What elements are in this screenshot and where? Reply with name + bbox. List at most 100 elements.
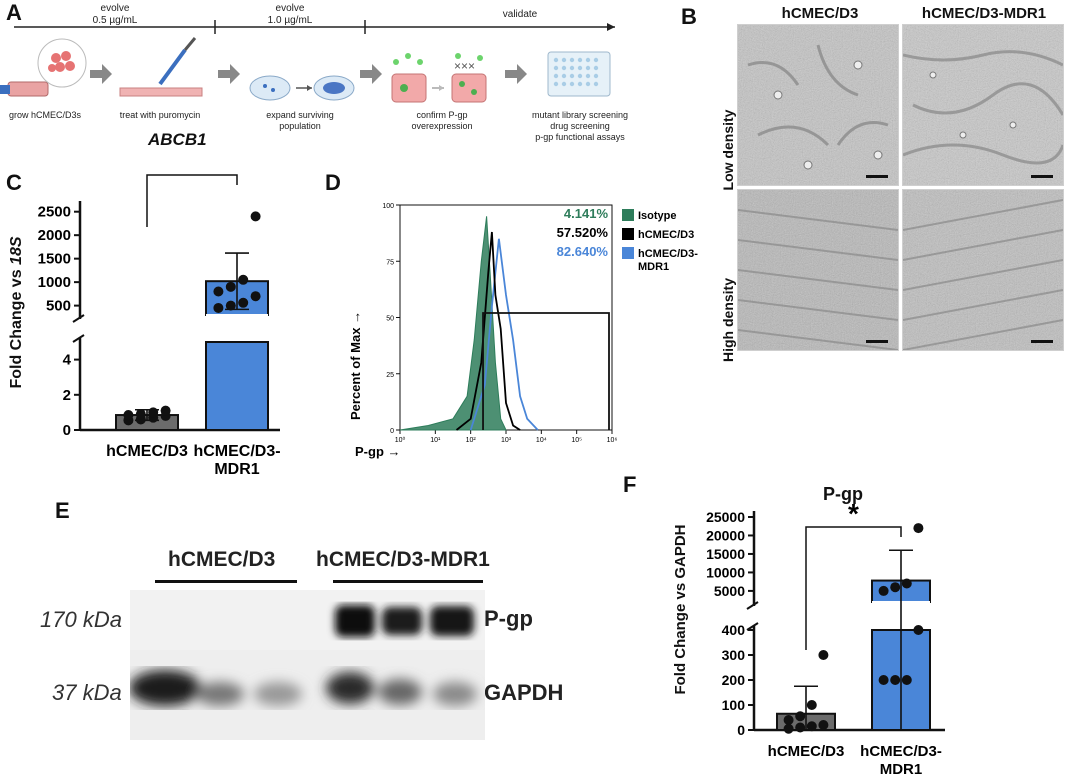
significance-marker: ***	[176, 165, 209, 177]
data-point	[913, 625, 924, 635]
step-caption-4: confirm P-gp overexpression	[411, 110, 473, 131]
y-tick-label: 300	[722, 647, 746, 663]
y-tick-label: 200	[722, 672, 746, 688]
data-point	[213, 286, 224, 297]
panel-label-a: A	[6, 0, 22, 25]
y-tick-label: 20000	[706, 527, 745, 543]
data-point	[818, 650, 829, 660]
y-tick-label: 75	[386, 259, 394, 266]
legend-label: Isotype	[638, 210, 677, 222]
gate	[482, 312, 610, 430]
band-name-gapdh: GAPDH	[484, 680, 564, 705]
y-tick-label: 1500	[38, 251, 71, 268]
column-header-hcmec: hCMEC/D3	[781, 5, 859, 22]
step-caption-1: grow hCMEC/D3s	[8, 110, 82, 120]
scale-bar	[1031, 175, 1053, 178]
x-tick-label: 10⁶	[607, 437, 618, 444]
y-tick-label: 5000	[714, 583, 745, 599]
y-tick-label: 100	[722, 697, 746, 713]
data-point	[148, 407, 159, 418]
x-tick-label: hCMEC/D3-MDR1	[193, 443, 280, 478]
data-point	[238, 297, 249, 308]
legend-swatch	[622, 247, 634, 259]
x-axis-label: P-gp →	[355, 444, 401, 459]
x-tick-label: hCMEC/D3	[106, 443, 188, 460]
data-point	[225, 281, 236, 292]
y-tick-label: 100	[382, 203, 394, 210]
panel-label-f: F	[623, 472, 637, 497]
chart-f-svg: 0 100 200 300 400 5000 10000 15000 20000 25000 hCM…	[706, 498, 945, 775]
significance-bracket	[146, 174, 238, 227]
y-tick-label: 1000	[38, 274, 71, 291]
x-tick-label: hCMEC/D3	[768, 743, 845, 760]
step-caption-2: treat with puromycin	[119, 110, 201, 120]
legend-swatch	[622, 209, 634, 221]
y-tick-label: 0	[63, 422, 71, 439]
chart-d-svg: 0 25 50 75 100 10⁰ 10¹ 10² 10³ 10⁴ 10⁵ 10⁶ Percent o…	[348, 203, 698, 459]
gate-percent: 4.141%	[564, 206, 609, 221]
data-point	[901, 675, 912, 685]
data-point	[890, 582, 901, 593]
step-caption-5: mutant library screening drug screening …	[531, 110, 629, 142]
data-point	[795, 711, 806, 722]
step-caption-3: expand surviving population	[266, 110, 334, 131]
band-name-pgp: P-gp	[484, 606, 533, 631]
well-plate-icon	[547, 51, 611, 97]
bar	[205, 341, 269, 431]
data-point	[213, 302, 224, 313]
column-header-mdr1: hCMEC/D3-MDR1	[921, 5, 1047, 22]
significance-bracket	[805, 526, 902, 650]
stage-title-3: validate	[502, 9, 538, 20]
micrograph-high-hcmec	[737, 189, 899, 351]
data-point	[135, 409, 146, 420]
micrograph-low-mdr1	[902, 24, 1064, 186]
band-size-1: 170 kDa	[40, 607, 122, 632]
data-point	[890, 675, 901, 685]
svg-text:×××: ×××	[454, 59, 475, 73]
data-point	[878, 585, 889, 596]
blot-group-hcmec: hCMEC/D3	[168, 548, 276, 571]
x-tick-label: 10²	[466, 437, 477, 444]
scale-bar	[866, 175, 888, 178]
histogram-hcmec	[455, 231, 521, 431]
chart-c-svg: 0 2 4 500 1000 1500 2000 2500 hCMEC/D3 hCMEC/D3-M…	[38, 165, 281, 478]
y-tick-label: 0	[390, 428, 394, 435]
axis-break	[72, 334, 85, 343]
group-underline	[155, 580, 297, 583]
y-tick-label: 2500	[38, 204, 71, 221]
axis-break	[746, 622, 759, 631]
gate-percent: 82.640%	[557, 244, 609, 259]
y-tick-label: 400	[722, 622, 746, 638]
panel-label-e: E	[55, 498, 70, 523]
data-point	[783, 715, 794, 725]
band-size-2: 37 kDa	[52, 680, 122, 705]
cell-overexpression-icon: ×××	[391, 53, 487, 103]
y-tick-label: 0	[737, 722, 745, 738]
axis-break	[72, 314, 85, 323]
gapdh-bands	[130, 670, 477, 706]
panel-label-d: D	[325, 170, 341, 195]
scale-bar	[1031, 340, 1053, 343]
flask-icon	[0, 38, 87, 97]
panel-label-b: B	[681, 4, 697, 29]
x-tick-label: 10¹	[430, 437, 441, 444]
significance-marker: *	[848, 498, 859, 529]
data-point	[783, 723, 794, 734]
y-tick-label: 500	[46, 298, 71, 315]
y-tick-label: 50	[386, 316, 394, 323]
data-point	[806, 721, 817, 732]
petri-dish-icon	[249, 75, 355, 101]
y-tick-label: 2	[63, 387, 71, 404]
y-tick-label: 10000	[706, 564, 745, 580]
data-point	[123, 410, 134, 421]
y-tick-label: 25000	[706, 509, 745, 525]
y-tick-label: 25	[386, 372, 394, 379]
data-point	[878, 675, 889, 685]
data-point	[250, 291, 261, 302]
legend-swatch	[622, 228, 634, 240]
y-tick-label: 4	[63, 352, 72, 369]
data-point	[795, 722, 806, 733]
y-tick-label: 15000	[706, 546, 745, 562]
legend-label: hCMEC/D3-MDR1	[638, 248, 698, 273]
data-point	[818, 720, 829, 730]
